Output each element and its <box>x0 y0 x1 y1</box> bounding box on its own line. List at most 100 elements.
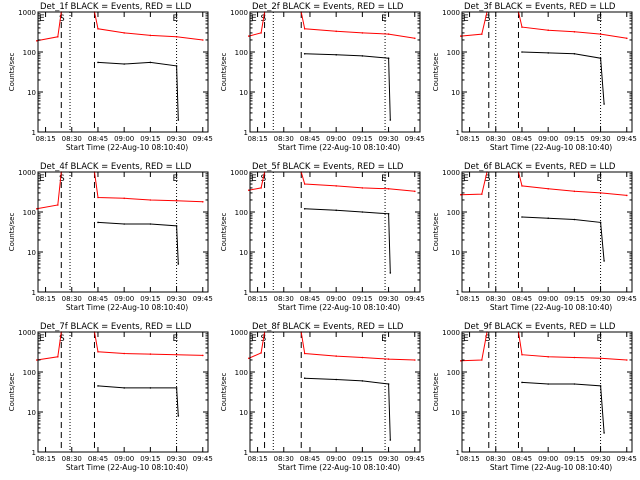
y-axis-label: Counts/sec <box>220 53 228 92</box>
y-tick-label: 100 <box>447 209 460 217</box>
x-tick-label: 08:45 <box>88 295 108 303</box>
x-tick-label: 08:15 <box>35 135 55 143</box>
data-point-lld <box>361 32 364 34</box>
marker-e-left: E <box>463 174 469 184</box>
y-axis-label: Counts/sec <box>220 213 228 252</box>
data-point-events <box>177 263 180 265</box>
y-tick-label: 10 <box>451 409 460 417</box>
data-point-events <box>603 432 605 434</box>
y-tick-label: 10 <box>27 249 36 257</box>
y-axis-label: Counts/sec <box>432 373 440 412</box>
data-point-events <box>603 103 605 105</box>
data-point-lld <box>335 355 338 357</box>
data-point-lld <box>414 359 416 361</box>
data-point-lld <box>248 357 250 360</box>
data-point-events <box>599 221 602 224</box>
data-point-lld <box>123 32 125 34</box>
marker-e: E <box>381 174 387 184</box>
x-axis-label: Start Time (22-Aug-10 08:10:40) <box>490 463 612 472</box>
x-tick-label: 08:45 <box>300 455 320 463</box>
plot-frame <box>37 331 209 453</box>
marker-s: S <box>485 14 491 24</box>
x-tick-label: 09:15 <box>564 295 584 303</box>
series-line-events <box>521 381 605 433</box>
x-tick-label: 09:00 <box>114 135 134 143</box>
x-tick-label: 09:15 <box>564 135 584 143</box>
data-point-events <box>599 385 602 387</box>
y-axis-label: Counts/sec <box>432 213 440 252</box>
data-point-lld <box>149 199 152 201</box>
data-point-events <box>361 55 364 57</box>
x-tick-label: 09:30 <box>166 135 186 143</box>
data-point-lld <box>36 40 38 42</box>
y-tick-label: 1000 <box>230 169 248 177</box>
data-point-events <box>149 387 152 389</box>
x-tick-label: 09:00 <box>538 455 558 463</box>
series-line-lld <box>248 331 415 361</box>
data-point-lld <box>335 30 338 33</box>
data-point-lld <box>547 356 549 358</box>
y-tick-label: 1000 <box>442 169 460 177</box>
plot-frame <box>461 171 633 293</box>
x-tick-label: 09:15 <box>140 295 160 303</box>
y-tick-label: 1 <box>244 129 248 137</box>
data-point-lld <box>521 26 523 28</box>
marker-s: S <box>485 174 491 184</box>
x-tick-label: 08:45 <box>88 455 108 463</box>
data-point-lld <box>202 39 204 41</box>
x-tick-label: 09:45 <box>193 135 213 143</box>
data-point-events <box>149 61 152 64</box>
data-point-lld <box>481 193 483 195</box>
marker-e-left: E <box>251 334 257 344</box>
data-point-events <box>303 53 306 55</box>
y-tick-label: 1000 <box>18 169 36 177</box>
data-point-events <box>177 415 180 417</box>
x-axis-label: Start Time (22-Aug-10 08:10:40) <box>278 303 400 312</box>
x-axis-label: Start Time (22-Aug-10 08:10:40) <box>66 463 188 472</box>
data-point-events <box>547 52 549 54</box>
chart-panel-4: Det_4f BLACK = Events, RED = LLD S E E 1 10 10… <box>8 162 213 312</box>
x-axis-label: Start Time (22-Aug-10 08:10:40) <box>278 463 400 472</box>
data-point-lld <box>97 28 99 30</box>
y-tick-label: 100 <box>235 369 248 377</box>
panel-title: Det_5f BLACK = Events, RED = LLD <box>252 162 404 172</box>
data-point-lld <box>460 35 462 37</box>
data-point-events <box>123 387 125 389</box>
data-point-events <box>547 383 549 385</box>
marker-e: E <box>381 14 387 24</box>
y-tick-label: 100 <box>23 369 36 377</box>
x-tick-label: 08:45 <box>512 295 532 303</box>
x-tick-label: 08:15 <box>459 135 479 143</box>
series-line-events <box>304 208 391 273</box>
data-point-events <box>175 387 178 389</box>
y-tick-label: 100 <box>23 49 36 57</box>
y-tick-label: 10 <box>239 249 248 257</box>
data-point-events <box>547 217 549 219</box>
x-tick-label: 09:30 <box>166 295 186 303</box>
y-tick-label: 100 <box>447 49 460 57</box>
marker-s: S <box>485 334 491 344</box>
y-tick-label: 100 <box>23 209 36 217</box>
data-point-events <box>335 209 338 212</box>
data-point-events <box>361 380 364 382</box>
series-line-events <box>304 53 391 121</box>
data-point-events <box>387 213 390 215</box>
marker-e: E <box>173 14 179 24</box>
x-tick-label: 08:30 <box>486 295 506 303</box>
marker-e: E <box>597 334 603 344</box>
x-tick-label: 09:15 <box>140 455 160 463</box>
marker-e-left: E <box>39 174 45 184</box>
y-tick-label: 1 <box>32 129 36 137</box>
y-tick-label: 1 <box>244 449 248 457</box>
x-tick-label: 09:00 <box>326 135 346 143</box>
x-tick-label: 09:15 <box>140 135 160 143</box>
x-tick-label: 09:45 <box>405 295 425 303</box>
series-line-events <box>97 221 179 265</box>
x-tick-label: 08:30 <box>486 455 506 463</box>
y-tick-label: 1000 <box>230 9 248 17</box>
data-point-lld <box>460 193 462 196</box>
data-point-lld <box>361 356 364 359</box>
x-tick-label: 08:45 <box>512 135 532 143</box>
x-tick-label: 08:15 <box>35 455 55 463</box>
